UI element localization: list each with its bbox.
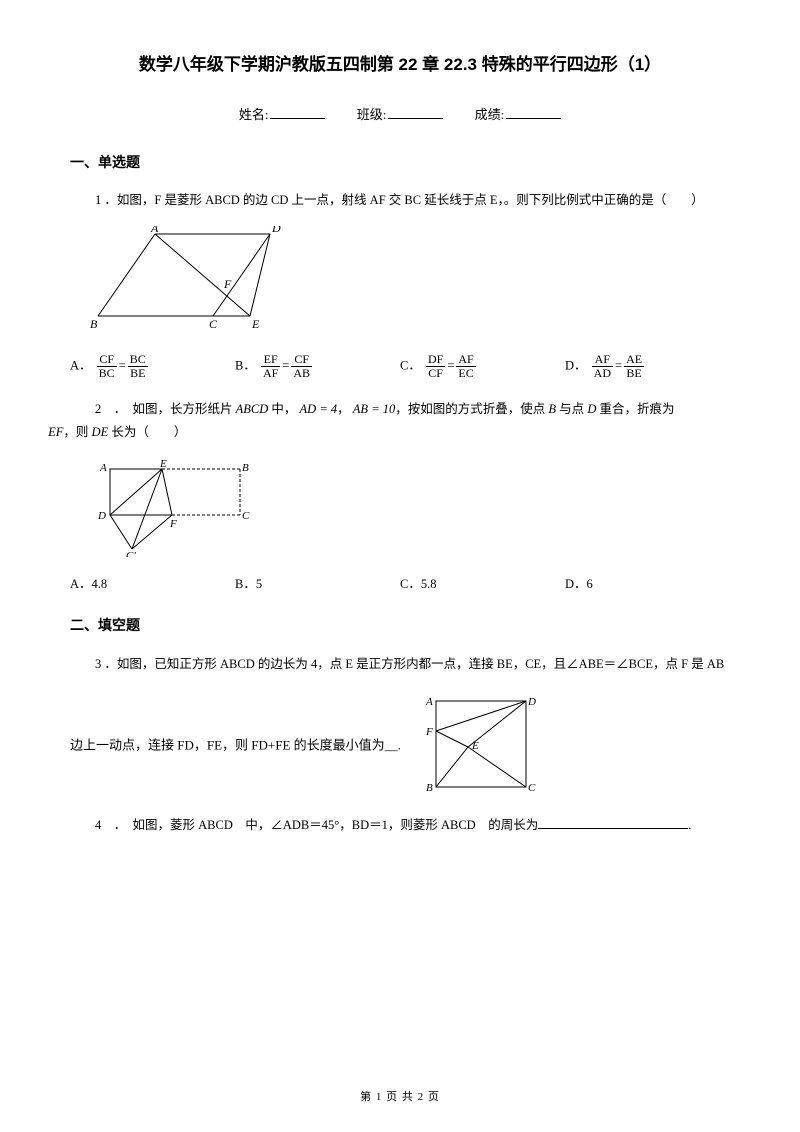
q1-option-d[interactable]: D． AFAD=AEBE: [565, 353, 730, 380]
svg-text:C: C: [242, 510, 250, 522]
score-label: 成绩:: [475, 107, 505, 122]
q2-text: 2 ． 如图，长方形纸片 ABCD 中， AD = 4， AB = 10，按如图…: [70, 398, 730, 443]
frac: AFAD: [592, 353, 613, 380]
q3-text-post: 边上一动点，连接 FD，FE，则 FD+FE 的长度最小值为__.: [70, 738, 401, 753]
svg-text:C': C': [126, 550, 136, 557]
frac: EFAF: [261, 353, 280, 380]
svg-text:D: D: [527, 696, 536, 708]
svg-text:F: F: [425, 726, 433, 738]
q4-blank[interactable]: [538, 817, 688, 829]
q2-option-d[interactable]: D．6: [565, 573, 730, 596]
svg-text:A: A: [150, 226, 159, 235]
opt-label: C．: [400, 359, 421, 373]
frac: CFAB: [291, 353, 312, 380]
frac: AEBE: [624, 353, 644, 380]
svg-text:B: B: [90, 317, 98, 331]
svg-text:A: A: [425, 696, 433, 708]
q4-text: 4 ． 如图，菱形 ABCD 中，∠ADB＝45°，BD＝1，则菱形 ABCD …: [70, 814, 730, 837]
svg-text:E: E: [471, 740, 479, 752]
svg-text:A: A: [99, 462, 107, 474]
q1-figure: A D B C E F: [90, 226, 730, 345]
q3-figure: A D B C F E: [408, 689, 538, 804]
opt-label: B．: [235, 359, 256, 373]
svg-text:F: F: [223, 277, 232, 291]
section-1-header: 一、单选题: [70, 150, 730, 175]
opt-label: A．: [70, 359, 92, 373]
class-blank[interactable]: [388, 106, 443, 119]
q1-option-b[interactable]: B． EFAF=CFAB: [235, 353, 400, 380]
page-title: 数学八年级下学期沪教版五四制第 22 章 22.3 特殊的平行四边形（1）: [70, 50, 730, 81]
frac: BCBE: [128, 353, 148, 380]
svg-text:E: E: [251, 317, 260, 331]
svg-text:C: C: [528, 782, 536, 794]
frac: AFEC: [456, 353, 475, 380]
q1-options: A． CFBC=BCBE B． EFAF=CFAB C． DFCF=AFEC D…: [70, 353, 730, 380]
q1-text: 1 ．如图，F 是菱形 ABCD 的边 CD 上一点，射线 AF 交 BC 延长…: [70, 189, 730, 212]
q2-option-c[interactable]: C．5.8: [400, 573, 565, 596]
q2-options: A．4.8 B．5 C．5.8 D．6: [70, 573, 730, 596]
q2-svg: A E B D F C C': [90, 457, 260, 557]
name-label: 姓名:: [239, 107, 269, 122]
opt-label: D．: [565, 359, 587, 373]
page: 数学八年级下学期沪教版五四制第 22 章 22.3 特殊的平行四边形（1） 姓名…: [0, 0, 800, 1132]
info-row: 姓名: 班级: 成绩:: [70, 103, 730, 126]
q3-text-pre: 3 ．如图，已知正方形 ABCD 的边长为 4，点 E 是正方形内都一点，连接 …: [70, 653, 730, 676]
svg-text:F: F: [169, 518, 177, 530]
score-blank[interactable]: [506, 106, 561, 119]
svg-text:D: D: [271, 226, 281, 235]
q3-row: 边上一动点，连接 FD，FE，则 FD+FE 的长度最小值为__. A D B C F E: [70, 689, 730, 804]
q1-svg: A D B C E F: [90, 226, 290, 338]
frac: CFBC: [97, 353, 117, 380]
q1-option-a[interactable]: A． CFBC=BCBE: [70, 353, 235, 380]
page-footer: 第 1 页 共 2 页: [0, 1088, 800, 1108]
svg-text:D: D: [97, 510, 106, 522]
svg-text:E: E: [159, 458, 167, 470]
svg-text:C: C: [209, 317, 218, 331]
svg-text:B: B: [426, 782, 433, 794]
q3-svg: A D B C F E: [408, 689, 538, 797]
q2-option-b[interactable]: B．5: [235, 573, 400, 596]
q2-figure: A E B D F C C': [90, 457, 730, 564]
frac: DFCF: [426, 353, 445, 380]
q1-option-c[interactable]: C． DFCF=AFEC: [400, 353, 565, 380]
section-2-header: 二、填空题: [70, 613, 730, 638]
svg-text:B: B: [242, 462, 249, 474]
class-label: 班级:: [357, 107, 387, 122]
q2-option-a[interactable]: A．4.8: [70, 573, 235, 596]
name-blank[interactable]: [270, 106, 325, 119]
